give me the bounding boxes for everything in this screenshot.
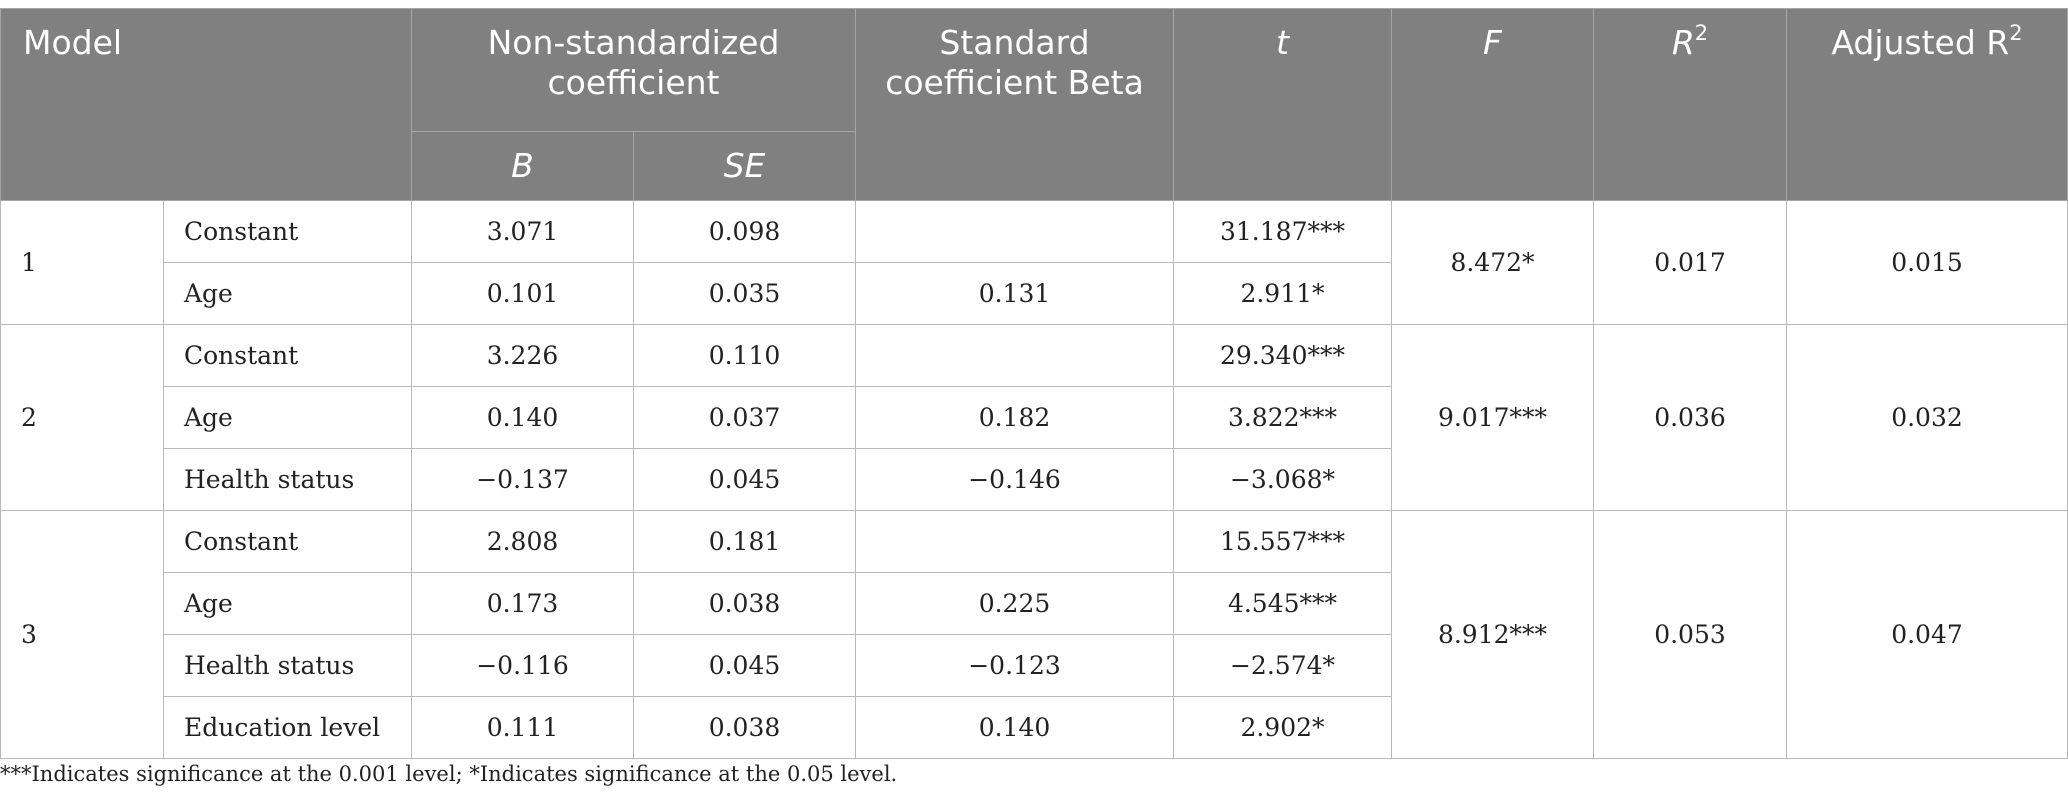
header-f: F xyxy=(1391,8,1594,201)
table-row: Age 0.140 0.037 0.182 3.822*** xyxy=(1,386,2068,449)
value-f: 8.912*** xyxy=(1391,510,1594,759)
table-row: 2 Constant 3.226 0.110 29.340*** 9.017**… xyxy=(0,324,2068,511)
value-beta xyxy=(855,324,1174,387)
model-label: 2 xyxy=(0,324,164,511)
value-beta: 0.182 xyxy=(855,386,1174,449)
value-t: 31.187*** xyxy=(1173,200,1392,263)
value-beta: 0.131 xyxy=(855,262,1174,325)
value-t: 29.340*** xyxy=(1173,324,1392,387)
value-beta: −0.123 xyxy=(855,634,1174,697)
regression-table: Model Non-standardized coefficient Stand… xyxy=(0,8,2068,759)
value-r2: 0.036 xyxy=(1593,324,1787,511)
value-adjusted-r2: 0.032 xyxy=(1786,324,2068,511)
variable-name: Age xyxy=(163,386,412,449)
table-row: 1 Constant 3.071 0.098 31.187*** 8.472* … xyxy=(0,200,2068,325)
value-t: 15.557*** xyxy=(1173,510,1392,573)
table-body: 1 Constant 3.071 0.098 31.187*** 8.472* … xyxy=(0,200,2068,759)
table-footnote: ***Indicates significance at the 0.001 l… xyxy=(0,762,898,786)
value-beta xyxy=(855,200,1174,263)
value-se: 0.038 xyxy=(633,696,856,759)
value-b: −0.116 xyxy=(411,634,634,697)
value-se: 0.037 xyxy=(633,386,856,449)
table-row: Health status −0.116 0.045 −0.123 −2.574… xyxy=(1,634,2068,697)
value-t: 4.545*** xyxy=(1173,572,1392,635)
table-row: Education level 0.111 0.038 0.140 2.902* xyxy=(1,696,2068,759)
value-b: 3.226 xyxy=(411,324,634,387)
value-b: 0.111 xyxy=(411,696,634,759)
value-se: 0.038 xyxy=(633,572,856,635)
table-row: 3 Constant 2.808 0.181 15.557*** 8.912**… xyxy=(0,510,2068,759)
value-beta: 0.140 xyxy=(855,696,1174,759)
value-beta: −0.146 xyxy=(855,448,1174,511)
header-adjusted-r2-base: Adjusted R xyxy=(1831,23,2010,62)
value-adjusted-r2: 0.047 xyxy=(1786,510,2068,759)
variable-name: Constant xyxy=(163,510,412,573)
table-row: Age 0.173 0.038 0.225 4.545*** xyxy=(1,572,2068,635)
header-t: t xyxy=(1173,8,1392,201)
variable-name: Age xyxy=(163,572,412,635)
header-adjusted-r2: Adjusted R2 xyxy=(1786,8,2068,201)
header-standard-beta: Standard coefficient Beta xyxy=(855,8,1174,201)
value-b: 3.071 xyxy=(411,200,634,263)
value-se: 0.045 xyxy=(633,634,856,697)
header-b: B xyxy=(411,131,634,201)
model-label: 1 xyxy=(0,200,164,325)
value-b: 0.101 xyxy=(411,262,634,325)
value-se: 0.181 xyxy=(633,510,856,573)
value-se: 0.045 xyxy=(633,448,856,511)
value-se: 0.110 xyxy=(633,324,856,387)
value-f: 8.472* xyxy=(1391,200,1594,325)
value-beta xyxy=(855,510,1174,573)
header-non-standardized: Non-standardized coefficient xyxy=(411,8,856,132)
header-adjusted-r2-sup: 2 xyxy=(2009,21,2023,45)
value-b: −0.137 xyxy=(411,448,634,511)
value-se: 0.098 xyxy=(633,200,856,263)
variable-name: Education level xyxy=(163,696,412,759)
value-b: 0.173 xyxy=(411,572,634,635)
variable-name: Age xyxy=(163,262,412,325)
value-t: 2.902* xyxy=(1173,696,1392,759)
header-model: Model xyxy=(0,8,412,201)
value-t: −3.068* xyxy=(1173,448,1392,511)
value-b: 0.140 xyxy=(411,386,634,449)
value-f: 9.017*** xyxy=(1391,324,1594,511)
table-row: Age 0.101 0.035 0.131 2.911* xyxy=(1,262,2068,325)
value-beta: 0.225 xyxy=(855,572,1174,635)
model-label: 3 xyxy=(0,510,164,759)
value-t: −2.574* xyxy=(1173,634,1392,697)
value-t: 2.911* xyxy=(1173,262,1392,325)
value-r2: 0.053 xyxy=(1593,510,1787,759)
table-header: Model Non-standardized coefficient Stand… xyxy=(0,8,2068,201)
regression-table-container: Model Non-standardized coefficient Stand… xyxy=(0,8,2068,759)
variable-name: Constant xyxy=(163,324,412,387)
header-r2-base: R xyxy=(1671,23,1695,62)
value-se: 0.035 xyxy=(633,262,856,325)
value-b: 2.808 xyxy=(411,510,634,573)
variable-name: Health status xyxy=(163,634,412,697)
value-r2: 0.017 xyxy=(1593,200,1787,325)
header-r2: R2 xyxy=(1593,8,1787,201)
header-se: SE xyxy=(633,131,856,201)
value-adjusted-r2: 0.015 xyxy=(1786,200,2068,325)
value-t: 3.822*** xyxy=(1173,386,1392,449)
variable-name: Health status xyxy=(163,448,412,511)
header-r2-sup: 2 xyxy=(1694,21,1709,45)
variable-name: Constant xyxy=(163,200,412,263)
